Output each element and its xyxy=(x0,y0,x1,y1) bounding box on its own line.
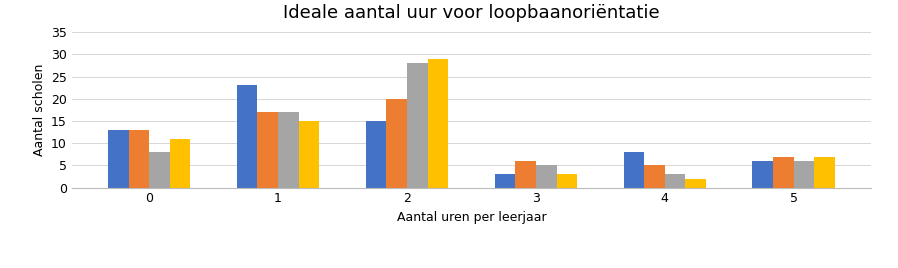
Bar xyxy=(495,174,515,188)
Bar xyxy=(407,63,427,188)
Bar xyxy=(128,130,149,188)
X-axis label: Aantal uren per leerjaar: Aantal uren per leerjaar xyxy=(397,211,546,224)
Bar xyxy=(515,161,536,188)
Bar xyxy=(536,165,557,188)
Bar xyxy=(665,174,685,188)
Bar xyxy=(237,85,258,188)
Bar xyxy=(753,161,773,188)
Bar xyxy=(794,161,814,188)
Bar xyxy=(685,179,706,188)
Title: Ideale aantal uur voor loopbaanoriëntatie: Ideale aantal uur voor loopbaanoriëntati… xyxy=(283,4,660,22)
Y-axis label: Aantal scholen: Aantal scholen xyxy=(32,64,46,156)
Bar xyxy=(278,112,299,188)
Bar xyxy=(427,59,448,188)
Bar xyxy=(170,139,190,188)
Bar xyxy=(365,121,386,188)
Bar xyxy=(149,152,170,188)
Bar xyxy=(623,152,644,188)
Bar xyxy=(557,174,577,188)
Bar xyxy=(258,112,278,188)
Bar xyxy=(644,165,665,188)
Bar xyxy=(386,99,407,188)
Bar xyxy=(773,157,794,188)
Bar xyxy=(108,130,128,188)
Bar xyxy=(814,157,835,188)
Bar xyxy=(299,121,320,188)
